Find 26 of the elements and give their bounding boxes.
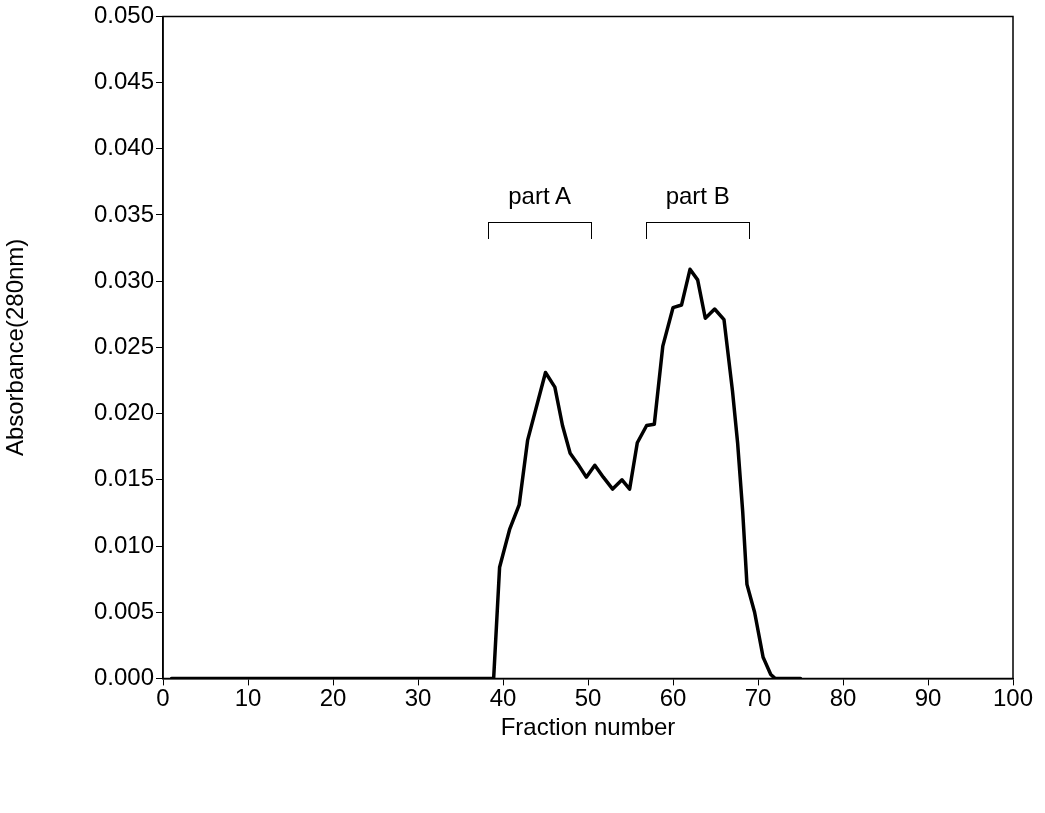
- x-tick-label: 20: [319, 684, 347, 712]
- x-tick-label: 90: [914, 684, 942, 712]
- y-axis-title: Absorbance(280nm): [1, 238, 29, 457]
- x-tick-label: 50: [574, 684, 602, 712]
- x-tick-label: 40: [489, 684, 517, 712]
- y-tick-label: 0.045: [93, 67, 154, 95]
- x-axis-title: Fraction number: [500, 713, 676, 741]
- y-tick-label: 0.040: [93, 133, 154, 161]
- x-tick-label: 60: [659, 684, 687, 712]
- x-tick-label: 100: [992, 684, 1034, 712]
- y-tick-label: 0.000: [93, 663, 154, 691]
- y-tick-label: 0.020: [93, 398, 154, 426]
- y-tick-label: 0.030: [93, 265, 154, 293]
- y-tick-label: 0.035: [93, 199, 154, 227]
- y-tick-label: 0.010: [93, 530, 154, 558]
- annotation: part B: [665, 182, 730, 210]
- y-tick-label: 0.025: [93, 332, 154, 360]
- x-tick-label: 10: [234, 684, 262, 712]
- x-tick-label: 80: [829, 684, 857, 712]
- annotation: part A: [508, 182, 571, 210]
- y-tick-label: 0.005: [93, 596, 154, 624]
- y-tick-label: 0.015: [93, 464, 154, 492]
- x-tick-label: 0: [156, 684, 170, 712]
- x-tick-label: 30: [404, 684, 432, 712]
- y-tick-label: 0.050: [93, 1, 154, 29]
- x-tick-label: 70: [744, 684, 772, 712]
